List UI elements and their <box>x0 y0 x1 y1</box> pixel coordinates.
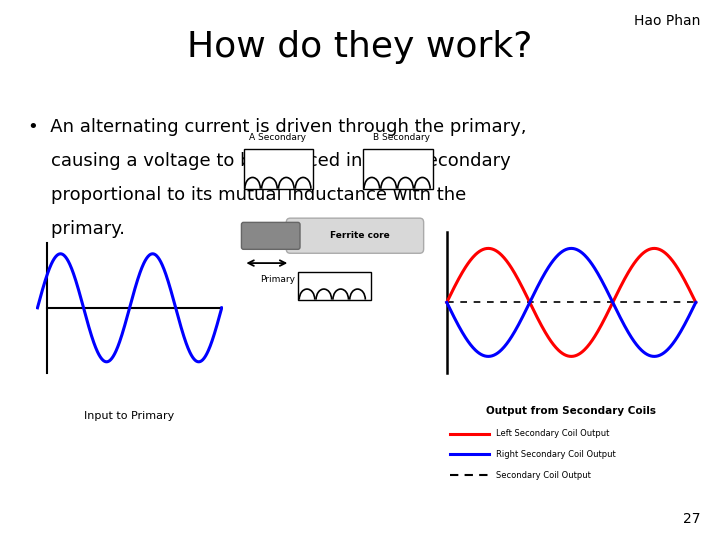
FancyBboxPatch shape <box>287 218 423 253</box>
Text: How do they work?: How do they work? <box>187 30 533 64</box>
Text: 27: 27 <box>683 512 700 526</box>
Text: Ferrite core: Ferrite core <box>330 231 390 240</box>
Text: causing a voltage to be induced in each secondary: causing a voltage to be induced in each … <box>28 152 510 170</box>
Text: Output from Secondary Coils: Output from Secondary Coils <box>485 406 656 416</box>
Text: Hao Phan: Hao Phan <box>634 14 700 28</box>
Text: •  An alternating current is driven through the primary,: • An alternating current is driven throu… <box>28 118 526 136</box>
Text: B Secondary: B Secondary <box>373 132 430 141</box>
Text: Input to Primary: Input to Primary <box>84 411 175 422</box>
Text: proportional to its mutual inductance with the: proportional to its mutual inductance wi… <box>28 186 467 204</box>
Bar <box>363 150 433 188</box>
Text: Right Secondary Coil Output: Right Secondary Coil Output <box>497 450 616 459</box>
Bar <box>298 272 371 300</box>
Bar <box>243 150 313 188</box>
Text: Primary: Primary <box>261 275 295 285</box>
Text: Left Secondary Coil Output: Left Secondary Coil Output <box>497 429 610 438</box>
FancyBboxPatch shape <box>241 222 300 249</box>
Text: Secondary Coil Output: Secondary Coil Output <box>497 471 591 480</box>
Text: primary.: primary. <box>28 220 125 238</box>
Text: A Secondary: A Secondary <box>248 132 306 141</box>
